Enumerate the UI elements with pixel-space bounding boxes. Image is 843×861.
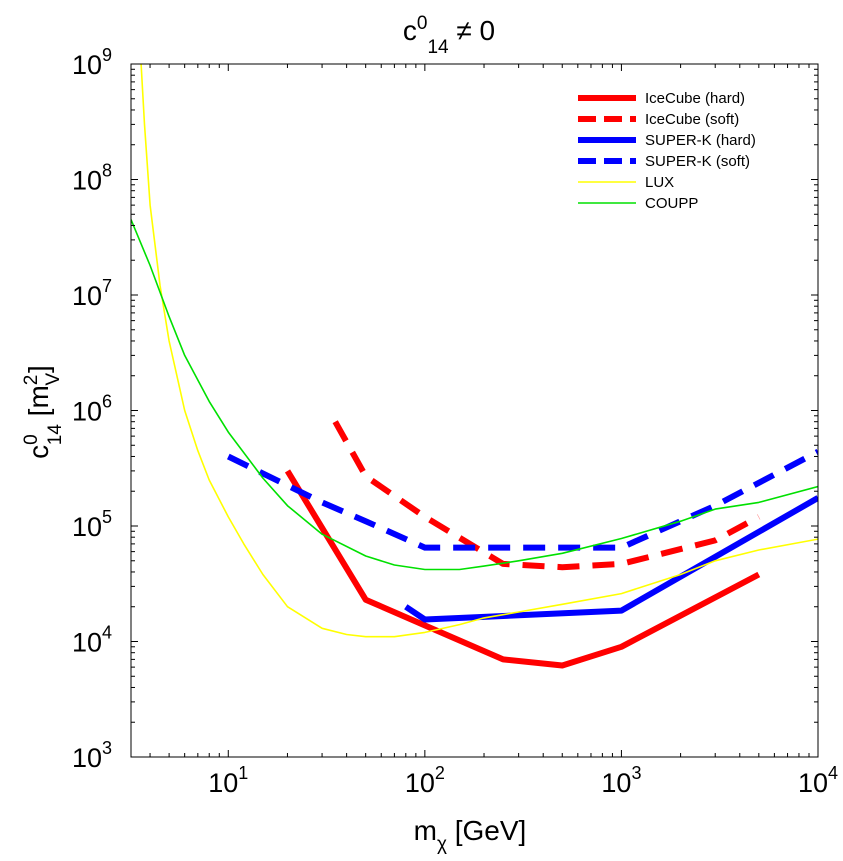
legend-label: SUPER-K (soft) [645, 153, 750, 170]
y-tick-label: 108 [72, 161, 112, 196]
series-line-icecube-soft [332, 420, 761, 571]
series-line-coupp [131, 219, 818, 571]
legend-label: IceCube (hard) [645, 90, 745, 107]
x-tick-label: 101 [208, 763, 248, 798]
chart-title: c014 ≠ 0 [403, 13, 495, 58]
y-tick-label: 104 [72, 623, 112, 658]
y-tick-label: 105 [72, 507, 112, 542]
y-tick-label: 106 [72, 392, 112, 427]
x-tick-label: 104 [798, 763, 838, 798]
plot-area [131, 64, 818, 669]
x-tick-label: 103 [601, 763, 641, 798]
series-line-super-k-hard [404, 495, 818, 623]
y-tick-label: 107 [72, 276, 112, 311]
legend-label: LUX [645, 174, 674, 191]
series-line-super-k-soft [226, 449, 818, 551]
y-tick-label: 109 [72, 45, 112, 80]
legend-label: IceCube (soft) [645, 111, 739, 128]
legend-label: COUPP [645, 195, 698, 212]
x-axis-label: mχ [GeV] [414, 815, 527, 855]
series-line-icecube-hard [284, 469, 761, 669]
axes: 101 102 103 104 103 104 105 106 107 108 109 [72, 45, 838, 798]
legend: IceCube (hard) IceCube (soft) SUPER-K (har… [578, 90, 756, 212]
y-tick-label: 103 [72, 738, 112, 773]
y-axis-label: c0 14 [m2V] [21, 365, 66, 459]
series-line-lux [140, 64, 818, 638]
x-tick-label: 102 [405, 763, 445, 798]
legend-label: SUPER-K (hard) [645, 132, 756, 149]
